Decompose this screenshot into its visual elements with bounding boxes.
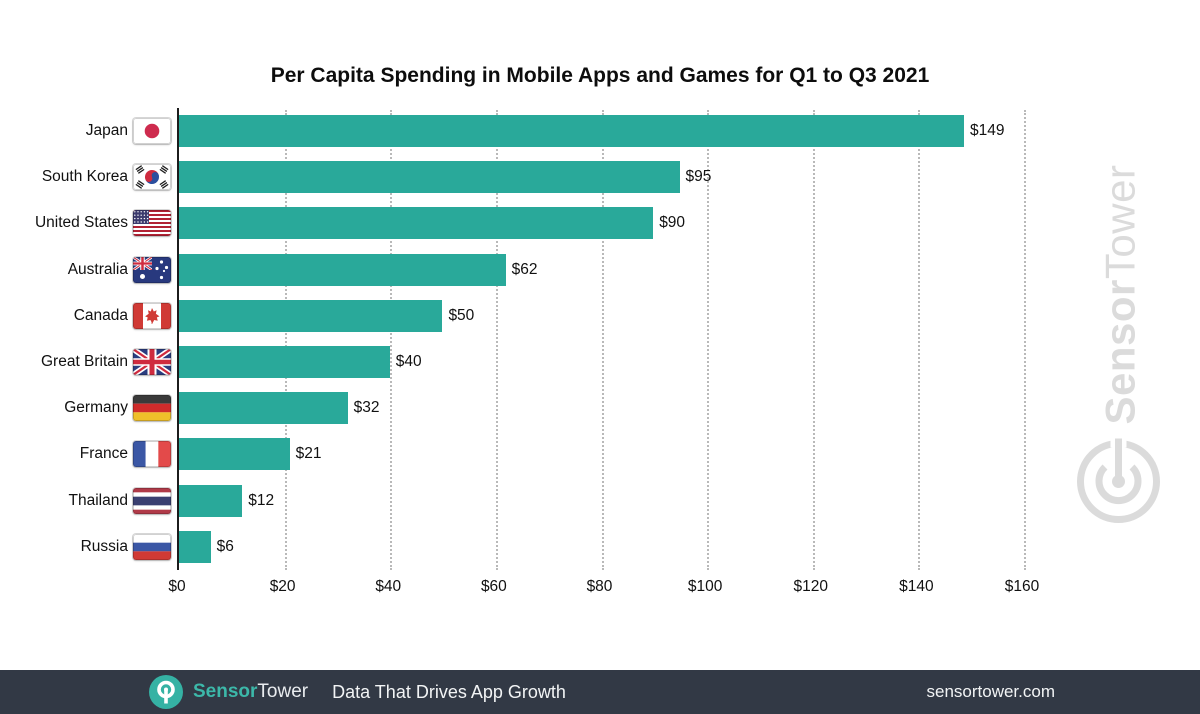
bar: [179, 530, 211, 563]
x-tick-label: $80: [586, 578, 613, 595]
footer-brand-sensor: Sensor: [193, 681, 258, 702]
x-tick-label: $120: [793, 578, 828, 595]
chart-row: Japan $149: [0, 108, 1200, 154]
gridline: [495, 110, 498, 570]
bar-rows: Japan $149 South Korea $95 United States $90 A…: [0, 108, 1200, 570]
x-tick-label: $0: [168, 578, 186, 595]
footer-brand-tower: Tower: [257, 681, 309, 702]
gridline: [284, 110, 287, 570]
flag-icon-de: [133, 395, 171, 422]
chart-row: Great Britain $40: [0, 339, 1200, 385]
country-label: Canada: [73, 306, 128, 324]
bar: [179, 438, 290, 471]
chart-row: Canada $50: [0, 293, 1200, 339]
value-label: $32: [353, 399, 380, 417]
value-label: $6: [216, 537, 234, 555]
value-label: $21: [295, 445, 322, 463]
bar-track: $50: [179, 293, 1022, 339]
bar: [179, 484, 243, 517]
bar: [179, 253, 506, 286]
gridline: [390, 110, 393, 570]
value-label: $95: [685, 168, 712, 186]
country-label: Thailand: [68, 491, 128, 509]
chart-row: South Korea $95: [0, 154, 1200, 200]
bar-track: $40: [179, 339, 1022, 385]
bar: [179, 207, 654, 240]
bar-track: $90: [179, 200, 1022, 246]
sensortower-logo-icon: [148, 674, 184, 710]
bar: [179, 299, 443, 332]
flag-icon-gb: [133, 349, 171, 376]
country-label: South Korea: [41, 168, 128, 186]
country-label: Australia: [67, 260, 128, 278]
gridline: [1024, 110, 1026, 570]
bar: [179, 161, 680, 194]
flag-icon-ru: [133, 533, 171, 560]
country-label: Germany: [64, 399, 128, 417]
bar-track: $95: [179, 154, 1022, 200]
gridline: [707, 110, 710, 570]
gridline: [918, 110, 921, 570]
x-axis-ticks: $0 $20 $40 $60 $80 $100 $120 $140 $160: [168, 578, 1039, 600]
bar-track: $6: [179, 524, 1022, 570]
country-label: Great Britain: [40, 353, 128, 371]
footer-tagline: Data That Drives App Growth: [332, 681, 566, 702]
x-tick-label: $140: [899, 578, 934, 595]
flag-icon-fr: [133, 441, 171, 468]
country-label: France: [79, 445, 128, 463]
x-tick-label: $40: [375, 578, 402, 595]
bar-track: $32: [179, 385, 1022, 431]
footer-website: sensortower.com: [926, 682, 1056, 701]
x-tick-label: $20: [269, 578, 296, 595]
chart-row: Russia $6: [0, 524, 1200, 570]
country-label: United States: [34, 214, 128, 232]
chart-row: Thailand $12: [0, 478, 1200, 524]
gridline: [601, 110, 604, 570]
x-tick-label: $60: [480, 578, 507, 595]
bar: [179, 346, 390, 379]
country-label: Russia: [80, 537, 128, 555]
footer-bar: SensorTower Data That Drives App Growth …: [0, 670, 1200, 714]
value-label: $90: [659, 214, 686, 232]
value-label: $62: [511, 260, 538, 278]
chart-row: United States $90: [0, 200, 1200, 246]
value-label: $149: [970, 122, 1005, 140]
value-label: $40: [395, 353, 422, 371]
value-label: $50: [448, 306, 475, 324]
x-tick-label: $100: [687, 578, 723, 595]
chart-row: Australia $62: [0, 247, 1200, 293]
footer-brand: SensorTower: [193, 681, 308, 703]
flag-icon-jp: [133, 118, 171, 145]
flag-icon-au: [133, 256, 171, 283]
bar-track: $62: [179, 247, 1022, 293]
plot-area: [177, 108, 1026, 570]
chart-row: France $21: [0, 431, 1200, 477]
flag-icon-kr: [133, 164, 171, 191]
flag-icon-ca: [133, 302, 171, 329]
x-tick-label: $160: [1004, 578, 1040, 595]
bar-track: $149: [179, 108, 1022, 154]
page-title: Per Capita Spending in Mobile Apps and G…: [270, 64, 930, 87]
flag-icon-us: [133, 210, 171, 237]
bar: [179, 392, 348, 425]
country-label: Japan: [85, 122, 128, 140]
gridline: [812, 110, 815, 570]
flag-icon-th: [133, 487, 171, 514]
bar-track: $21: [179, 431, 1022, 477]
bar-chart: Japan $149 South Korea $95 United States $90 A…: [0, 108, 1200, 595]
bar-track: $12: [179, 478, 1022, 524]
bar: [179, 115, 965, 148]
chart-row: Germany $32: [0, 385, 1200, 431]
value-label: $12: [248, 491, 275, 509]
